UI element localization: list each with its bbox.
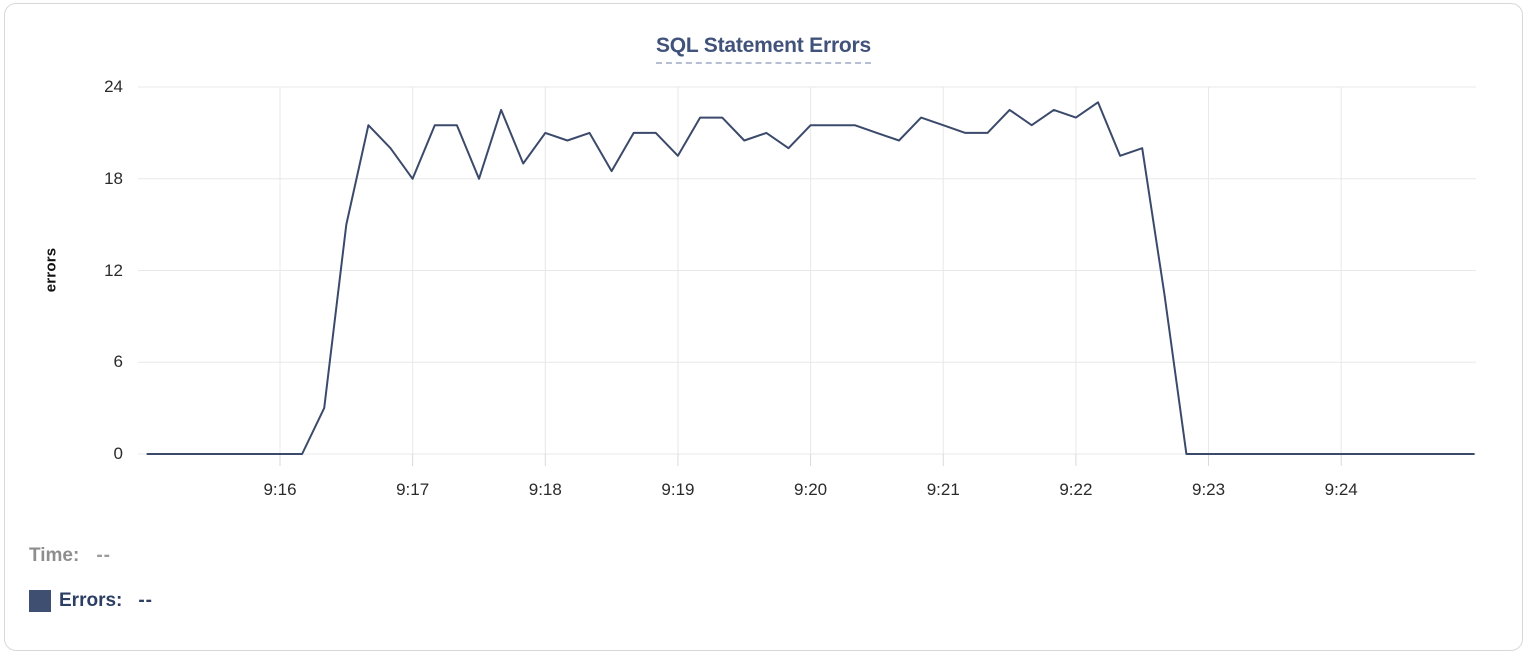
chart-header: SQL Statement Errors bbox=[5, 34, 1522, 64]
y-tick-label: 24 bbox=[104, 77, 123, 96]
chart-card: SQL Statement Errors errors 0 6 12 18 24 9:1… bbox=[4, 3, 1523, 651]
line-chart[interactable] bbox=[5, 4, 1528, 524]
legend-time-row: Time: -- bbox=[29, 545, 111, 567]
x-tick-label: 9:18 bbox=[528, 480, 562, 499]
y-tick-label: 0 bbox=[113, 444, 123, 463]
x-tick-label: 9:16 bbox=[263, 480, 297, 499]
errors-series-swatch-icon bbox=[29, 590, 51, 612]
legend-time-label: Time: bbox=[29, 545, 80, 566]
chart-title[interactable]: SQL Statement Errors bbox=[655, 34, 871, 64]
x-tick-label: 9:24 bbox=[1324, 480, 1358, 499]
errors-series-line bbox=[146, 101, 1475, 455]
legend-errors-label: Errors: bbox=[59, 590, 123, 611]
y-tick-label: 12 bbox=[104, 260, 123, 280]
legend-time-value: -- bbox=[96, 545, 111, 566]
x-tick-label: 9:21 bbox=[926, 480, 960, 499]
y-tick-label: 6 bbox=[113, 352, 123, 372]
legend-errors-row: Errors: -- bbox=[29, 590, 153, 612]
legend-errors-value: -- bbox=[138, 590, 154, 611]
x-tick-label: 9:17 bbox=[396, 480, 430, 499]
x-tick-label: 9:20 bbox=[794, 480, 828, 499]
y-axis-title: errors bbox=[42, 247, 60, 293]
x-tick-label: 9:22 bbox=[1059, 480, 1093, 499]
x-tick-label: 9:19 bbox=[661, 480, 695, 499]
y-tick-label: 18 bbox=[104, 168, 123, 188]
x-tick-label: 9:23 bbox=[1192, 480, 1226, 499]
